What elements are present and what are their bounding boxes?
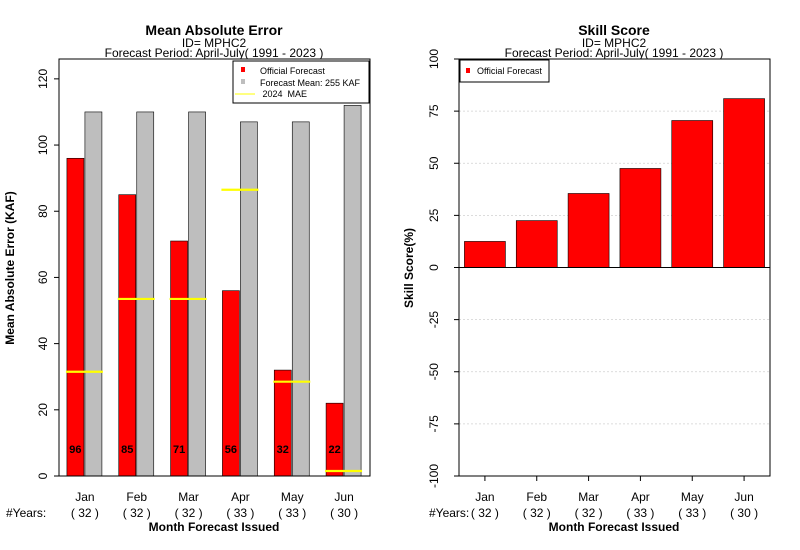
mae-years-label: ( 32 ): [123, 506, 151, 520]
skill-years-label: ( 33 ): [678, 506, 706, 520]
skill-x-axis-title: Month Forecast Issued: [549, 520, 680, 534]
mae-x-tick-label: Jun: [334, 490, 353, 504]
skill-y-tick-label: -100: [427, 464, 441, 488]
official-forecast-value-label: 71: [173, 444, 185, 456]
skill-years-prefix: #Years:: [429, 506, 469, 520]
skill-legend-box: [459, 59, 550, 83]
mae-chart-id: ID= MPHC2: [182, 36, 247, 50]
mae-x-tick-label: Jan: [75, 490, 94, 504]
mae-y-tick-label: 0: [36, 472, 50, 479]
skill-y-tick-label: 50: [427, 156, 441, 170]
skill-y-tick-label: 100: [427, 49, 441, 69]
skill-y-tick-label: 75: [427, 104, 441, 118]
skill-x-tick-label: Apr: [631, 490, 650, 504]
skill-years-label: ( 30 ): [730, 506, 758, 520]
skill-legend-swatch: [466, 68, 470, 73]
skill-chart-period: Forecast Period: April-July( 1991 - 2023…: [505, 46, 724, 60]
mae-panel: Mean Absolute Error ID= MPHC2 Forecast P…: [3, 22, 371, 534]
official-forecast-value-label: 85: [121, 444, 133, 456]
official-forecast-bar: [118, 194, 137, 477]
mae-y-tick-label: 120: [36, 69, 50, 89]
official-forecast-bar: [273, 369, 292, 477]
mae-y-tick-label: 20: [36, 403, 50, 417]
mae-y-tick-label: 60: [36, 270, 50, 284]
skill-legend-label: Official Forecast: [477, 66, 542, 76]
skill-y-tick-label: -50: [427, 363, 441, 381]
skill-years-label: ( 32 ): [575, 506, 603, 520]
mae-x-tick-label: Mar: [178, 490, 199, 504]
mae-y-tick-label: 80: [36, 204, 50, 218]
skill-x-tick-label: Jan: [475, 490, 494, 504]
skill-score-bar: [515, 220, 558, 268]
mae-chart-period: Forecast Period: April-July( 1991 - 2023…: [105, 46, 324, 60]
mae-chart-title: Mean Absolute Error: [145, 22, 283, 38]
mae-years-label: ( 33 ): [226, 506, 254, 520]
skill-x-tick-label: Mar: [578, 490, 599, 504]
skill-score-bar: [619, 168, 662, 268]
forecast-mean-bar: [84, 111, 103, 477]
forecast-mean-bar: [136, 111, 155, 477]
skill-score-bar: [723, 98, 765, 268]
mae-years-label: ( 33 ): [278, 506, 306, 520]
mae-years-label: ( 30 ): [330, 506, 358, 520]
official-forecast-value-label: 32: [277, 444, 289, 456]
skill-y-tick-label: -25: [427, 311, 441, 329]
mae-legend: Official Forecast Forecast Mean: 255 KAF…: [232, 60, 370, 104]
legend-forecast-mean-swatch: [241, 79, 245, 84]
official-forecast-bar: [325, 402, 344, 477]
mae-x-axis-title: Month Forecast Issued: [149, 520, 280, 534]
official-forecast-value-label: 22: [328, 444, 340, 456]
official-forecast-value-label: 96: [69, 444, 81, 456]
mae-y-tick-label: 40: [36, 337, 50, 351]
mae-x-tick-label: May: [281, 490, 304, 504]
forecast-mean-bar: [240, 121, 258, 477]
skill-chart-title: Skill Score: [578, 22, 650, 38]
mae-legend-box: [232, 60, 370, 104]
skill-years-label: ( 32 ): [471, 506, 499, 520]
official-forecast-value-label: 56: [225, 444, 237, 456]
mae-y-axis-title: Mean Absolute Error (KAF): [3, 191, 17, 345]
skill-score-bar: [671, 120, 714, 268]
skill-y-tick-label: 0: [427, 264, 441, 271]
legend-official-label: Official Forecast: [260, 66, 325, 76]
skill-legend: Official Forecast: [459, 59, 550, 83]
mae-x-tick-label: Apr: [231, 490, 250, 504]
legend-mae-label: 2024 MAE: [260, 89, 307, 99]
skill-years-label: ( 33 ): [626, 506, 654, 520]
skill-score-bar: [464, 241, 506, 268]
forecast-mean-bar: [343, 105, 362, 477]
skill-x-tick-label: Jun: [734, 490, 753, 504]
mae-years-prefix: #Years:: [6, 506, 46, 520]
skill-y-tick-label: 25: [427, 208, 441, 222]
skill-panel: Skill Score ID= MPHC2 Forecast Period: A…: [402, 22, 771, 534]
skill-y-axis-title: Skill Score(%): [402, 228, 416, 308]
mae-y-tick-label: 100: [36, 135, 50, 155]
skill-x-tick-label: Feb: [526, 490, 547, 504]
skill-score-bar: [567, 193, 610, 268]
skill-x-tick-label: May: [681, 490, 704, 504]
legend-forecast-mean-label: Forecast Mean: 255 KAF: [260, 78, 361, 88]
official-forecast-bar: [170, 240, 188, 477]
official-forecast-bar: [66, 157, 85, 477]
skill-chart-id: ID= MPHC2: [582, 36, 647, 50]
mae-x-tick-label: Feb: [126, 490, 147, 504]
mae-years-label: ( 32 ): [175, 506, 203, 520]
forecast-mean-bar: [291, 121, 310, 477]
skill-years-label: ( 32 ): [523, 506, 551, 520]
mae-plot-frame: [58, 58, 371, 477]
skill-y-tick-label: -75: [427, 415, 441, 433]
legend-official-swatch: [241, 67, 245, 72]
mae-years-label: ( 32 ): [71, 506, 99, 520]
forecast-mean-bar: [188, 111, 206, 477]
